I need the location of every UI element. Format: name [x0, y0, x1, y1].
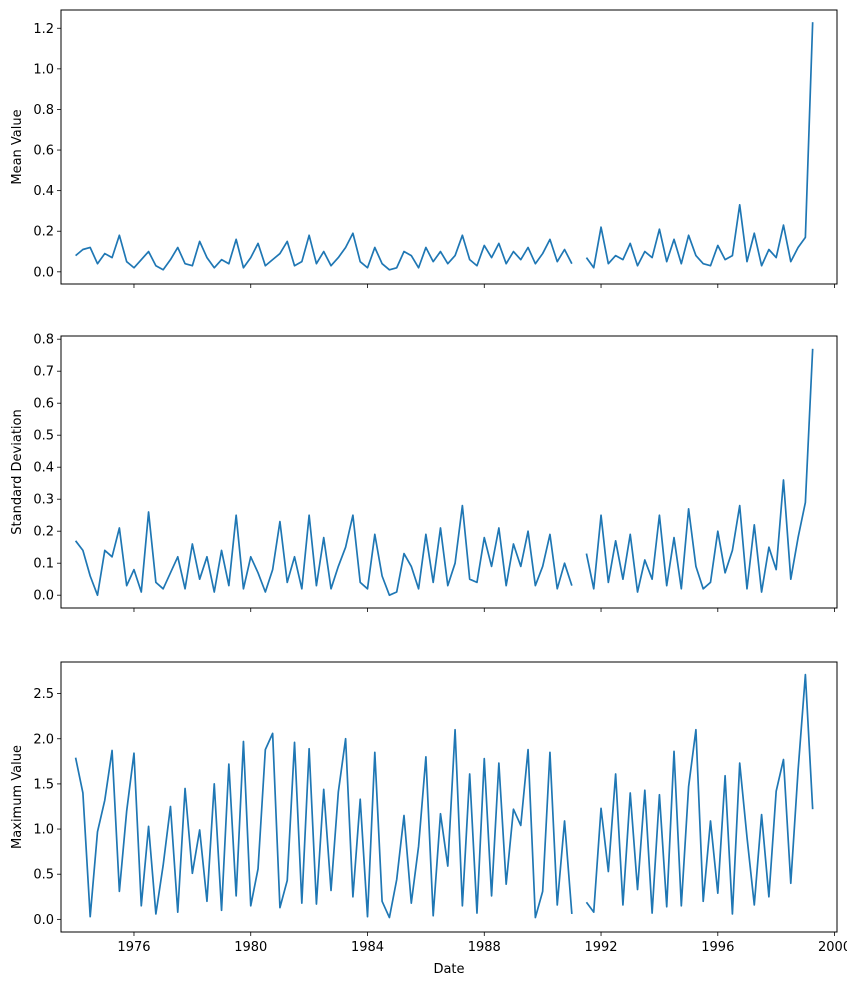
standard-deviation-y-tick-label: 0.8 [33, 333, 54, 348]
maximum-value-x-ticks: 1976 1980 1984 1988 1992 1996 2000 [117, 932, 847, 955]
standard-deviation-y-tick-label: 0.4 [33, 461, 54, 476]
x-tick-label: 1988 [468, 940, 501, 955]
standard-deviation-panel: 0.0 0.1 0.2 0.3 0.4 0.5 0.6 0.7 0.8 Standard Dev… [10, 333, 838, 612]
maximum-value-axes-frame [60, 661, 838, 933]
mean-value-panel: 0.0 0.2 0.4 0.6 0.8 1.0 1.2 Mean Value [10, 9, 838, 288]
maximum-value-y-axis-label: Maximum Value [10, 745, 25, 849]
x-axis-label: Date [433, 962, 464, 977]
mean-value-y-tick-label: 0.4 [33, 184, 54, 199]
standard-deviation-series-line [74, 348, 814, 597]
standard-deviation-y-tick-label: 0.3 [33, 493, 54, 508]
maximum-value-series-line [74, 673, 814, 919]
standard-deviation-x-ticks [133, 608, 835, 612]
x-tick-label: 2000 [818, 940, 847, 955]
x-tick-label: 1984 [351, 940, 384, 955]
mean-value-y-tick-label: 1.2 [33, 22, 54, 37]
maximum-value-y-tick-label: 1.5 [33, 777, 54, 792]
x-tick-label: 1976 [117, 940, 150, 955]
maximum-value-y-tick-label: 2.5 [33, 687, 54, 702]
standard-deviation-y-tick-label: 0.6 [33, 397, 54, 412]
standard-deviation-axes-frame [60, 335, 838, 609]
mean-value-y-tick-label: 0.8 [33, 103, 54, 118]
mean-value-x-ticks [133, 284, 835, 288]
mean-value-y-tick-label: 1.0 [33, 62, 54, 77]
mean-value-axes-frame [60, 9, 838, 285]
maximum-value-y-tick-label: 2.0 [33, 732, 54, 747]
mean-value-y-tick-label: 0.6 [33, 144, 54, 159]
standard-deviation-y-ticks: 0.0 0.1 0.2 0.3 0.4 0.5 0.6 0.7 0.8 [33, 333, 61, 604]
mean-value-y-ticks: 0.0 0.2 0.4 0.6 0.8 1.0 1.2 [33, 22, 61, 280]
standard-deviation-y-tick-label: 0.1 [33, 557, 54, 572]
mean-value-y-tick-label: 0.0 [33, 265, 54, 280]
standard-deviation-y-axis-label: Standard Deviation [10, 409, 25, 534]
maximum-value-y-tick-label: 0.0 [33, 913, 54, 928]
standard-deviation-y-tick-label: 0.2 [33, 525, 54, 540]
x-tick-label: 1996 [701, 940, 734, 955]
mean-value-y-tick-label: 0.2 [33, 225, 54, 240]
standard-deviation-y-tick-label: 0.7 [33, 365, 54, 380]
x-tick-label: 1980 [234, 940, 267, 955]
maximum-value-panel: 0.00.51.01.52.02.5 1976 1980 1984 1988 1992 1… [10, 661, 847, 955]
maximum-value-y-tick-label: 1.0 [33, 823, 54, 838]
maximum-value-y-tick-label: 0.5 [33, 868, 54, 883]
standard-deviation-y-tick-label: 0.5 [33, 429, 54, 444]
mean-value-series-line [75, 22, 814, 271]
standard-deviation-y-tick-label: 0.0 [33, 589, 54, 604]
mean-value-y-axis-label: Mean Value [10, 109, 25, 184]
x-tick-label: 1992 [584, 940, 617, 955]
maximum-value-y-ticks: 0.0 0.5 1.0 1.5 2.0 2.5 [33, 687, 61, 928]
